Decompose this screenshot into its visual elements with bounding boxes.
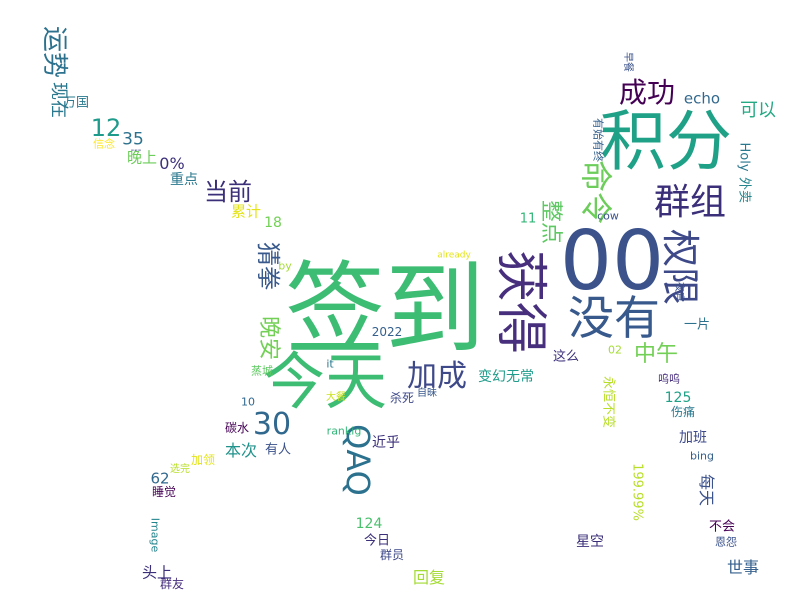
word-wanshang: 晚上 [126, 148, 158, 167]
word-holy: Holy [736, 142, 752, 172]
word-dashes: --- [130, 145, 142, 156]
word-jialing: 加领 [190, 453, 216, 467]
word-zhengcheng: 蒸城 [251, 364, 273, 378]
word-benci: 本次 [224, 441, 258, 460]
word-yonghengbubian: 永恒不变 [600, 375, 616, 429]
word-0pct: 0% [159, 154, 185, 173]
word-124: 124 [355, 516, 383, 532]
word-meitian: 每天 [697, 473, 716, 507]
word-xingkong: 星空 [576, 534, 604, 550]
word-shuijiao: 睡觉 [151, 485, 177, 499]
word-shangtong: 伤痛 [670, 405, 696, 419]
word-00: 00 [559, 214, 665, 309]
word-caiquan: 猜拳 [254, 242, 282, 290]
word-toushang: 头上 [141, 563, 173, 582]
word-zhengdian: 整点 [538, 199, 563, 245]
word-rankig: rankig [326, 424, 362, 438]
word-buhui: 不会 [708, 519, 736, 535]
word-jiaban: 加班 [679, 430, 707, 446]
word-35: 35 [122, 129, 144, 150]
word-12: 12 [90, 114, 122, 142]
word-18: 18 [264, 215, 282, 231]
word-shasi: 杀死 [389, 391, 415, 405]
word-echo: echo [683, 89, 721, 108]
word-wuwu: 呜呜 [658, 372, 680, 386]
word-yipian: 一片 [683, 317, 711, 333]
word-jinhu: 近乎 [372, 435, 400, 451]
word-keyi: 可以 [740, 100, 776, 121]
word-11: 11 [519, 211, 537, 227]
word-meiyou: 没有 [568, 291, 660, 345]
word-xuanwan: 选完 [170, 464, 190, 475]
word-already: already [437, 250, 471, 261]
word-yunshi: 运势 [39, 25, 69, 79]
word-tanshui: 碳水 [224, 421, 250, 435]
word-02: 02 [608, 343, 622, 357]
word-wanan: 晚安 [256, 315, 281, 361]
word-zaocan: 早餐 [622, 52, 633, 72]
word-10: 10 [241, 395, 255, 409]
word-2022: 2022 [371, 325, 403, 339]
word-dacan: 大餐 [326, 392, 346, 403]
word-jintian: 今天 [262, 345, 388, 418]
word-qunzu: 群组 [653, 182, 727, 223]
word-125: 125 [664, 390, 692, 406]
word-leiji: 累计 [230, 202, 262, 221]
word-waimai: 外卖 [736, 176, 752, 204]
word-jiacheng: 加成 [407, 359, 467, 394]
word-bianhuanwuchang: 变幻无常 [478, 369, 534, 385]
word-dangqian: 当前 [204, 178, 252, 206]
word-shishi: 世事 [726, 558, 760, 577]
word-chenggong: 成功 [618, 76, 676, 109]
word-youshiyouzhong: 有始有终 [591, 118, 605, 162]
word-cow: cow [597, 209, 619, 223]
word-wanguo: 万国 [62, 95, 90, 111]
word-qunyuan: 群员 [379, 548, 405, 562]
word-30: 30 [252, 407, 292, 442]
word-bing: bing [690, 449, 714, 463]
word-qiandao: 签到 [285, 251, 485, 368]
word-enyuan: 恩怨 [715, 535, 737, 549]
word-zhongdian: 重点 [170, 172, 198, 188]
word-image: Image [148, 517, 162, 553]
word-62: 62 [150, 469, 170, 488]
word-it: it [326, 357, 334, 371]
word-huode: 获得 [490, 249, 550, 355]
word-jifen: 积分 [600, 103, 732, 180]
word-zheme: 这么 [552, 349, 580, 365]
word-zimei: 自昧 [417, 388, 437, 399]
word-yexiao: 夜宵 [673, 282, 684, 302]
word-jinri: 今日 [363, 533, 391, 549]
word-xinnian: 信念 [93, 137, 115, 151]
word-qunyou: 群友 [159, 577, 185, 591]
word-199pct: 199.99% [629, 463, 645, 521]
word-by: by [278, 259, 292, 273]
word-youren: 有人 [264, 442, 292, 458]
word-huifu: 回复 [412, 568, 446, 587]
word-zhongwu: 中午 [633, 342, 679, 367]
